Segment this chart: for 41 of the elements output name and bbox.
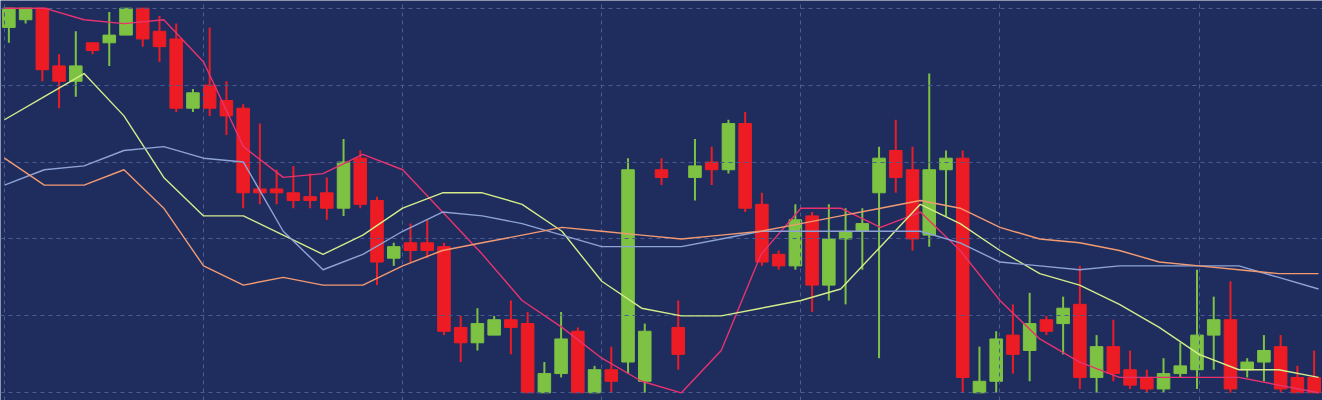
candlestick [219,80,234,137]
candlestick [1123,349,1137,390]
candlestick [253,122,267,206]
candlestick [704,145,719,187]
candlestick [453,314,468,364]
candlestick [1240,357,1254,379]
candlestick [1307,349,1321,394]
candlestick [286,164,301,210]
candlestick [202,26,217,117]
candlestick [1039,314,1054,337]
candlestick [1140,368,1154,394]
candlestick [320,176,334,221]
candlestick [102,11,117,67]
candlestick [688,137,702,202]
candlestick [537,361,552,394]
candlestick [470,307,485,352]
candlestick [1056,295,1070,356]
candlestick [504,299,518,356]
candlestick [1156,357,1171,394]
candlestick [52,53,66,110]
candlestick [1006,303,1020,375]
candlestick [855,207,870,271]
candlestick [1257,334,1271,383]
candlestick [303,172,317,210]
candlestick [420,218,434,260]
candlestick [1206,295,1221,371]
candlestick [403,222,418,264]
candlestick [2,7,16,44]
candlestick [604,345,619,394]
candlestick [186,87,200,114]
candlestick [1290,364,1305,394]
candlestick [1173,341,1188,379]
candlestick [587,364,602,394]
candlestick [654,157,669,187]
candlestick [386,241,401,267]
candlestick [269,168,284,206]
candlestick [152,14,167,64]
candlestick [69,30,83,98]
candlestick [771,249,786,271]
candlestick [939,149,953,217]
candlestick [487,314,501,337]
